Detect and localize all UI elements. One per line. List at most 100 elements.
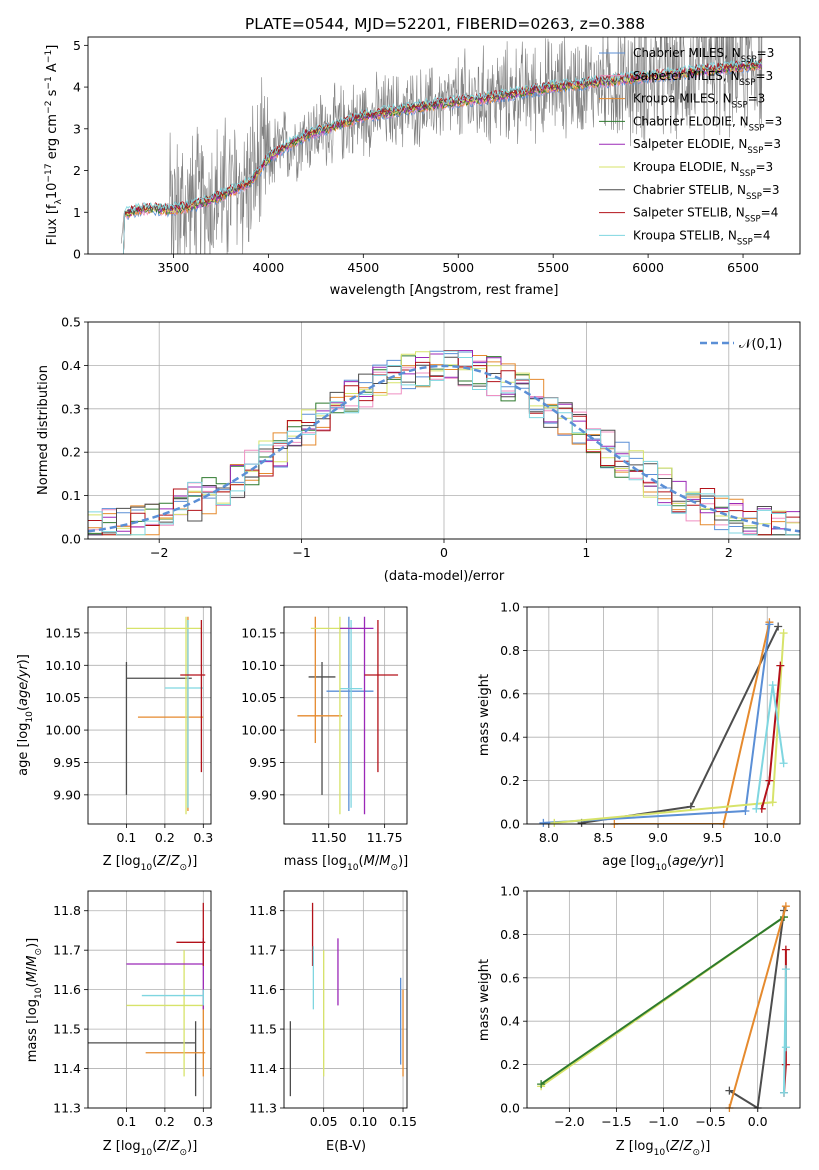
- x-tick-label: 0.1: [116, 830, 136, 845]
- axes-frame: [526, 890, 801, 1109]
- axes-frame: [87, 321, 801, 540]
- y-tick-label: 10.00: [45, 723, 81, 738]
- weight-marker: [781, 1043, 790, 1052]
- y-tick-label: 0.4: [61, 358, 81, 373]
- y-tick-label: 11.4: [249, 1061, 277, 1076]
- x-tick-label: 5500: [537, 260, 569, 275]
- panel-mass-vs-z: 0.1 0.2 0.3 11.3 11.4 11.5 11.6 11.7 11.8 Z [log1…: [25, 890, 213, 1158]
- legend-label-normal: 𝒩(0,1): [739, 337, 782, 352]
- legend-label: Salpeter ELODIE, NSSP=3: [633, 137, 781, 156]
- y-tick-label: 0.0: [500, 1101, 520, 1116]
- legend-label: Kroupa ELODIE, NSSP=3: [633, 160, 773, 179]
- y-tick-label: 10.05: [241, 690, 277, 705]
- x-tick-label: 9.0: [648, 830, 668, 845]
- x-axis-label: age [log10(age/yr)]: [602, 854, 724, 873]
- weight-marker: [776, 661, 785, 670]
- legend-label: Chabrier MILES, NSSP=3: [633, 46, 774, 65]
- y-tick-label: 10.05: [45, 690, 81, 705]
- y-tick-label: 0.2: [500, 1057, 520, 1072]
- x-tick-label: 6000: [632, 260, 664, 275]
- y-tick-label: 9.90: [249, 787, 277, 802]
- x-axis-label: (data-model)/error: [384, 569, 505, 584]
- weight-marker: [550, 818, 559, 827]
- histogram-kroupa-stelib: [88, 350, 800, 536]
- x-tick-label: 0.3: [193, 830, 213, 845]
- x-tick-label: 0.2: [155, 830, 175, 845]
- y-tick-label: 10.10: [241, 658, 277, 673]
- weight-marker: [752, 804, 761, 813]
- legend-label: Salpeter MILES, NSSP=3: [633, 69, 773, 88]
- x-tick-label: 0.0: [748, 1114, 768, 1129]
- x-tick-label: 0.1: [116, 1114, 136, 1129]
- weight-line: [614, 621, 771, 824]
- x-tick-label: 0.05: [310, 1114, 338, 1129]
- weight-line: [543, 624, 771, 824]
- y-tick-label: 0.5: [61, 315, 81, 330]
- x-tick-label: 0.2: [155, 1114, 175, 1129]
- y-tick-label: 0.2: [61, 445, 81, 460]
- y-tick-label: 10.10: [45, 658, 81, 673]
- y-axis-label: mass [log10(M/M⊙)]: [25, 938, 44, 1062]
- x-axis-label: E(B-V): [326, 1139, 366, 1154]
- x-tick-label: −1.5: [601, 1114, 631, 1129]
- weight-marker: [781, 1060, 790, 1069]
- y-axis-label: Normed distribution: [36, 365, 51, 495]
- y-tick-label: 9.95: [249, 755, 277, 770]
- y-axis-label: age [log10(age/yr)]: [16, 654, 35, 776]
- y-tick-label: 3: [73, 121, 81, 136]
- y-tick-label: 0: [73, 247, 81, 262]
- axes-frame: [283, 606, 408, 825]
- panel-age-vs-mass: 11.50 11.75 9.90 9.95 10.00 10.05 10.10 10.15 ma…: [241, 606, 408, 873]
- y-tick-label: 4: [73, 80, 81, 95]
- y-tick-label: 11.7: [249, 943, 277, 958]
- y-tick-label: 10.00: [241, 723, 277, 738]
- y-tick-label: 11.6: [249, 982, 277, 997]
- weight-line: [540, 916, 785, 1085]
- weight-line: [581, 626, 780, 824]
- weight-line: [728, 905, 787, 1108]
- y-tick-label: 0.4: [500, 730, 520, 745]
- y-tick-label: 0.2: [500, 773, 520, 788]
- legend-label: Kroupa MILES, NSSP=3: [633, 92, 765, 111]
- y-tick-label: 11.8: [53, 903, 81, 918]
- legend: Chabrier MILES, NSSP=3 Salpeter MILES, NS…: [599, 46, 782, 247]
- y-tick-label: 10.15: [45, 625, 81, 640]
- weight-marker: [781, 965, 790, 974]
- x-axis-label: mass [log10(M/M⊙)]: [284, 854, 408, 873]
- weight-marker: [779, 1088, 788, 1097]
- y-tick-label: 2: [73, 163, 81, 178]
- x-tick-label: 11.50: [311, 830, 347, 845]
- y-axis-label: mass weight: [477, 674, 492, 756]
- panel-age-vs-z: 0.1 0.2 0.3 9.90 9.95 10.00 10.05 10.10 10.15 Z […: [16, 606, 213, 873]
- y-tick-label: 11.5: [249, 1022, 277, 1037]
- axes-frame: [87, 606, 212, 825]
- y-tick-label: 11.3: [53, 1101, 81, 1116]
- model-line-kroupa-stelib: [121, 57, 762, 254]
- panel-massweight-vs-age: 8.0 8.5 9.0 9.5 10.0 0.0 0.2 0.4 0.6 0.8 1.0 age [l…: [477, 600, 801, 873]
- weight-marker: [741, 806, 750, 815]
- weight-marker: [768, 681, 777, 690]
- x-tick-label: −2.0: [554, 1114, 584, 1129]
- x-axis-label: Z [log10(Z/Z⊙)]: [103, 854, 198, 873]
- x-tick-label: 8.0: [539, 830, 559, 845]
- weight-marker: [781, 945, 790, 954]
- model-line-kroupa-elodie: [121, 60, 762, 254]
- weight-marker: [537, 1080, 546, 1089]
- x-tick-label: 4500: [347, 260, 379, 275]
- normal-curve: [88, 364, 800, 533]
- y-tick-label: 0.8: [500, 927, 520, 942]
- y-tick-label: 0.4: [500, 1014, 520, 1029]
- x-tick-label: 10.0: [753, 830, 781, 845]
- weight-marker: [774, 622, 783, 631]
- weight-marker: [779, 629, 788, 638]
- y-tick-label: 9.95: [53, 755, 81, 770]
- x-tick-label: 4000: [252, 260, 284, 275]
- legend-label: Chabrier STELIB, NSSP=3: [633, 183, 780, 202]
- x-tick-label: 1: [582, 545, 590, 560]
- histogram-chabrier-stelib: [88, 356, 800, 536]
- x-tick-label: 5000: [442, 260, 474, 275]
- weight-marker: [765, 620, 774, 629]
- x-tick-label: 0.3: [193, 1114, 213, 1129]
- y-tick-label: 1: [73, 205, 81, 220]
- y-tick-label: 9.90: [53, 787, 81, 802]
